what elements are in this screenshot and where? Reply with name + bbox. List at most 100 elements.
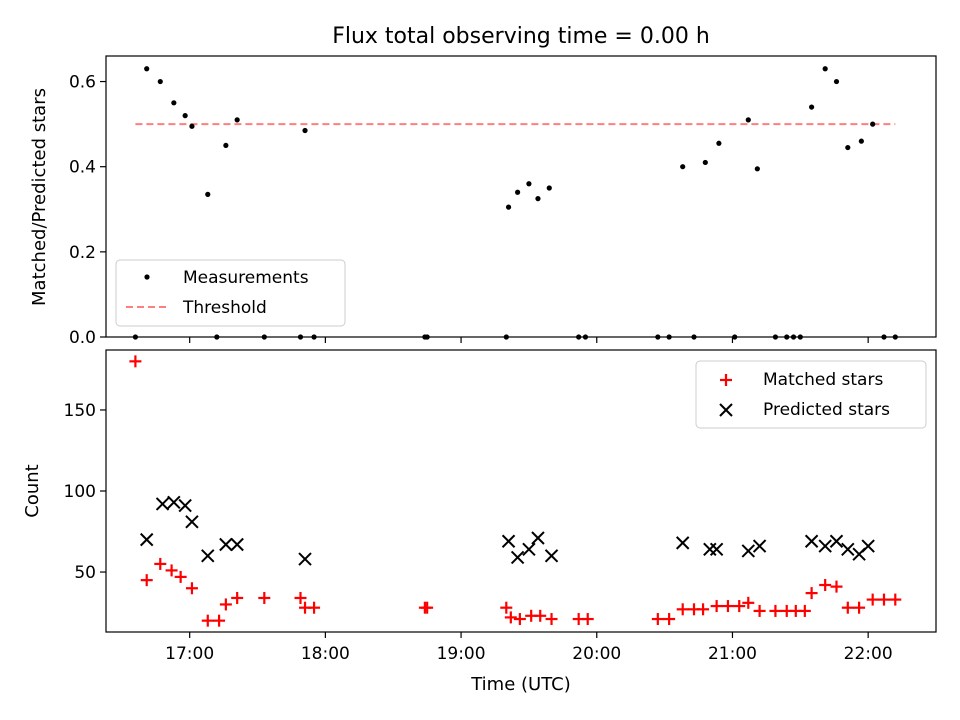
matched-star-point (185, 582, 198, 595)
predicted-star-point (741, 544, 755, 558)
x-tick-label: 22:00 (844, 644, 893, 664)
x-tick-label: 21:00 (708, 644, 757, 664)
measurement-point (845, 144, 851, 151)
bottom-x-axis: 17:00 18:00 19:00 20:00 21:00 22:00 (165, 632, 893, 664)
measurement-point (302, 127, 308, 134)
measurement-point (702, 159, 708, 166)
measurement-point (822, 66, 828, 72)
bottom-y-tick-label: 150 (64, 401, 96, 421)
legend-marker-matched (720, 374, 732, 386)
matched-star-point (853, 601, 866, 614)
matched-star-point (733, 600, 746, 613)
measurement-point (182, 113, 188, 119)
x-tick-label: 20:00 (572, 644, 621, 664)
measurement-point (858, 138, 864, 144)
matched-star-point (231, 591, 244, 604)
bottom-y-tick-label: 100 (64, 482, 96, 502)
predicted-star-point (804, 534, 819, 548)
predicted-star-point (298, 552, 312, 566)
matched-star-point (819, 579, 832, 591)
measurement-point (526, 181, 532, 187)
predicted-star-point (544, 549, 559, 563)
matched-star-point (504, 611, 517, 624)
predicted-star-point (861, 539, 875, 553)
measurement-point (809, 104, 815, 110)
predicted-star-point (818, 539, 832, 553)
measurement-point (754, 166, 760, 172)
matched-star-point (421, 601, 434, 614)
matched-star-point (500, 601, 513, 614)
measurement-point (505, 204, 512, 210)
measurement-point (157, 78, 163, 85)
measurement-point (870, 121, 876, 127)
predicted-star-point (501, 534, 516, 548)
top-plot-area (132, 66, 898, 340)
x-tick-label: 17:00 (165, 644, 214, 664)
measurement-point (144, 66, 150, 72)
predicted-star-point (201, 549, 215, 563)
matched-star-point (889, 593, 902, 606)
measurement-point (833, 78, 840, 85)
matched-star-point (798, 604, 811, 617)
top-y-axis: 0.0 0.2 0.4 0.6 (69, 73, 106, 348)
legend-marker-predicted (719, 403, 733, 417)
top-y-tick-label: 0.2 (69, 243, 96, 263)
matched-star-point (697, 603, 710, 616)
measurement-point (171, 100, 177, 106)
measurement-point (535, 196, 541, 202)
measurement-point (745, 117, 751, 123)
predicted-star-point (841, 542, 855, 557)
bottom-plot-area (129, 355, 902, 627)
predicted-star-point (219, 537, 233, 552)
predicted-star-point (185, 515, 199, 529)
predicted-star-point (675, 536, 690, 550)
matched-star-point (294, 591, 307, 604)
measurement-point (205, 191, 211, 197)
legend-label-threshold: Threshold (182, 298, 267, 318)
top-x-axis-ticks (189, 337, 869, 343)
matched-star-point (258, 591, 271, 604)
matched-star-point (140, 574, 153, 587)
top-y-tick-label: 0.0 (69, 328, 96, 348)
predicted-star-point (167, 495, 181, 510)
x-tick-label: 18:00 (301, 644, 350, 664)
bottom-legend: Matched stars Predicted stars (695, 360, 927, 429)
matched-star-point (866, 593, 879, 606)
matched-star-point (721, 600, 734, 613)
top-legend: Measurements Threshold (115, 259, 346, 327)
measurement-point (716, 140, 722, 146)
measurement-point (546, 185, 552, 191)
legend-label-predicted: Predicted stars (763, 400, 890, 420)
predicted-star-point (230, 537, 244, 552)
top-axes-frame (105, 55, 937, 338)
predicted-star-point (752, 539, 767, 553)
matched-star-point (676, 603, 689, 616)
measurement-point (189, 123, 195, 129)
matched-star-point (513, 613, 526, 626)
matched-star-point (308, 601, 321, 614)
predicted-star-point (829, 534, 844, 548)
matched-star-point (129, 355, 142, 368)
legend-label-matched: Matched stars (763, 370, 883, 390)
predicted-star-point (140, 532, 154, 547)
matched-star-point (165, 564, 178, 577)
top-y-axis-label: Matched/Predicted stars (29, 88, 50, 306)
matched-star-point (581, 613, 594, 626)
measurement-point (234, 117, 240, 123)
top-y-tick-label: 0.4 (69, 158, 96, 178)
matched-star-point (154, 557, 167, 570)
matched-star-point (219, 598, 232, 611)
matched-star-point (651, 613, 664, 626)
predicted-star-point (522, 542, 536, 557)
legend-marker-measurements (144, 274, 150, 280)
matched-star-point (830, 580, 843, 593)
top-panel: 0.0 0.2 0.4 0.6 Matched/Predicted stars Mea… (29, 55, 937, 348)
matched-star-point (710, 600, 723, 613)
bottom-y-axis-label: Count (22, 464, 43, 517)
matched-star-point (201, 614, 214, 627)
legend-label-measurements: Measurements (183, 268, 309, 288)
bottom-y-axis: 50 100 150 (64, 401, 106, 583)
matched-star-point (877, 593, 890, 606)
predicted-star-point (709, 542, 724, 557)
